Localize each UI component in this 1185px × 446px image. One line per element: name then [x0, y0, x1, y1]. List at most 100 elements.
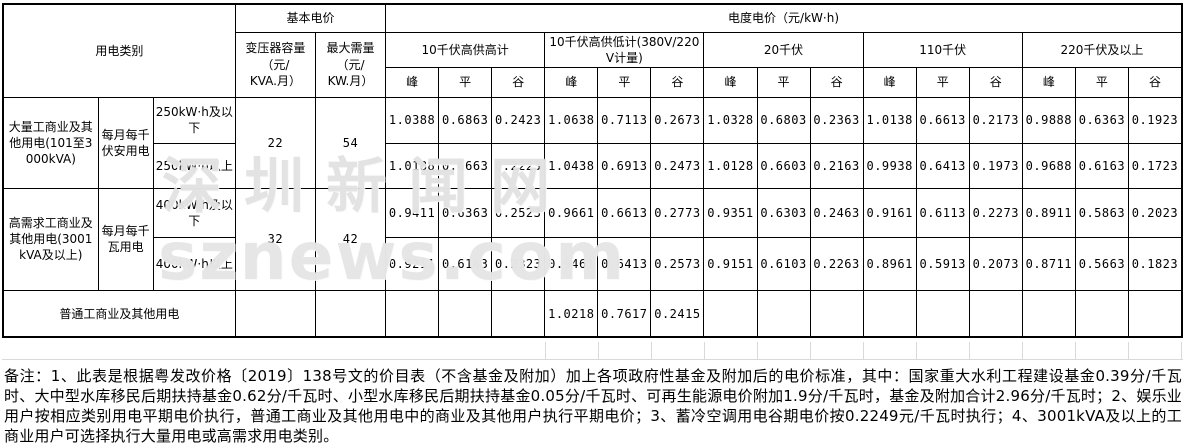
price-cell: 0.8711	[1021, 236, 1076, 291]
price-cell: 0.9351	[703, 187, 758, 238]
category-cell-large-industry: 大量工商业及其他用电(101至3000kVA)	[2, 96, 99, 189]
price-cell: 0.6363	[1074, 96, 1129, 144]
price-cell: 0.8961	[862, 236, 917, 291]
price-cell: 0.5913	[915, 236, 970, 291]
footnote-text: 备注：1、此表是根据粤发改价格〔2019〕138号文的价目表（不含基金及附加）加…	[4, 367, 1182, 445]
period-label-peak: 峰	[544, 66, 599, 98]
table-row: 250kW·h以上 1.0188 0.6663 0.2223 1.0438 0.…	[3, 142, 1183, 189]
header-voltage-group-20kv: 20千伏	[703, 31, 864, 68]
header-voltage-group-10kv-high: 10千伏高供高计	[385, 31, 546, 68]
period-label-valley: 谷	[1127, 66, 1183, 98]
header-voltage-group-10kv-low: 10千伏高供低计(380V/220V计量)	[544, 31, 705, 68]
price-cell: 0.2273	[968, 187, 1023, 238]
tier-cell: 250kW·h以上	[152, 142, 236, 189]
price-cell: 0.2073	[968, 236, 1023, 291]
spreadsheet-gridline-cells	[545, 342, 1183, 359]
price-cell: 0.6613	[915, 96, 970, 144]
header-row-2: 变压器容量 （元/ KVA.月） 最大需量 （元/ KW.月） 10千伏高供高计…	[3, 31, 1183, 98]
electricity-price-table: 用电类别 基本电价 电度电价（元/kW·h) 变压器容量 （元/ KVA.月） …	[2, 3, 1183, 339]
price-cell: 0.2773	[650, 187, 705, 238]
price-cell	[968, 289, 1023, 338]
price-cell: 0.2573	[650, 236, 705, 291]
header-voltage-group-220kv: 220千伏及以上	[1021, 31, 1183, 68]
price-cell	[809, 289, 864, 338]
price-cell: 0.6863	[438, 96, 493, 144]
period-label-peak: 峰	[703, 66, 758, 98]
price-cell: 0.2323	[491, 236, 546, 291]
price-cell: 0.1923	[1127, 96, 1183, 144]
price-cell: 0.8911	[1021, 187, 1076, 238]
tier-cell: 250kW·h及以下	[152, 96, 236, 144]
price-cell	[756, 289, 811, 338]
price-cell	[1127, 289, 1183, 338]
price-cell: 0.9411	[385, 187, 440, 238]
price-cell: 0.6663	[438, 142, 493, 189]
table-row: 普通工商业及其他用电 1.0218 0.7617 0.2415	[2, 289, 1183, 338]
price-cell: 0.6303	[756, 187, 811, 238]
billing-basis-cell: 每月每千伏安用电	[97, 96, 154, 189]
price-cell: 0.9661	[544, 187, 599, 238]
price-cell: 0.9688	[1021, 142, 1076, 189]
period-label-valley: 谷	[968, 66, 1023, 98]
price-cell: 0.2163	[809, 142, 864, 189]
period-label-valley: 谷	[650, 66, 705, 98]
price-cell: 0.2463	[809, 187, 864, 238]
tier-cell: 400kW·h以上	[152, 236, 236, 291]
price-cell: 0.2423	[491, 96, 546, 144]
price-cell: 0.6163	[1074, 142, 1129, 189]
price-cell: 0.6363	[438, 187, 493, 238]
price-cell: 0.2673	[650, 96, 705, 144]
header-max-demand: 最大需量 （元/ KW.月）	[314, 31, 387, 98]
period-label-peak: 峰	[862, 66, 917, 98]
price-cell: 0.6103	[756, 236, 811, 291]
table-row: 大量工商业及其他用电(101至3000kVA) 每月每千伏安用电 250kW·h…	[2, 96, 1183, 189]
header-energy-price-group: 电度电价（元/kW·h)	[385, 3, 1183, 33]
price-cell: 1.0438	[544, 142, 599, 189]
price-cell: 0.6803	[756, 96, 811, 144]
price-cell: 0.2523	[491, 187, 546, 238]
period-label-flat: 平	[597, 66, 652, 98]
price-cell	[862, 289, 917, 338]
price-cell: 1.0388	[385, 96, 440, 144]
price-cell: 0.2173	[968, 96, 1023, 144]
price-cell: 0.5663	[1074, 236, 1129, 291]
price-cell: 0.2363	[809, 96, 864, 144]
transformer-capacity-value	[234, 289, 316, 338]
price-cell: 0.2223	[491, 142, 546, 189]
price-cell: 0.2473	[650, 142, 705, 189]
price-cell: 1.0638	[544, 96, 599, 144]
price-cell: 0.7113	[597, 96, 652, 144]
price-cell	[385, 289, 440, 338]
period-label-valley: 谷	[491, 66, 546, 98]
category-cell-general-commerce: 普通工商业及其他用电	[2, 289, 236, 338]
max-demand-value: 54	[314, 96, 387, 189]
price-cell: 0.6613	[597, 187, 652, 238]
price-cell: 0.6413	[915, 142, 970, 189]
table-row: 400kW·h以上 0.9211 0.6163 0.2323 0.9461 0.…	[3, 236, 1183, 291]
max-demand-value: 42	[314, 187, 387, 291]
price-cell: 0.1723	[1127, 142, 1183, 189]
category-cell-high-demand: 高需求工商业及其他用电(3001kVA及以上)	[2, 187, 99, 291]
period-label-flat: 平	[438, 66, 493, 98]
price-cell: 1.0328	[703, 96, 758, 144]
price-cell	[1074, 289, 1129, 338]
price-cell: 1.0218	[544, 289, 599, 338]
period-label-valley: 谷	[809, 66, 864, 98]
price-cell: 1.0128	[703, 142, 758, 189]
price-cell: 0.9211	[385, 236, 440, 291]
header-basic-price-group: 基本电价	[234, 3, 387, 33]
period-label-flat: 平	[915, 66, 970, 98]
price-cell: 0.2023	[1127, 187, 1183, 238]
period-label-flat: 平	[1074, 66, 1129, 98]
period-label-peak: 峰	[1021, 66, 1076, 98]
price-cell: 0.6413	[597, 236, 652, 291]
price-cell: 0.6603	[756, 142, 811, 189]
price-cell	[1021, 289, 1076, 338]
price-cell: 1.0138	[862, 96, 917, 144]
header-voltage-group-110kv: 110千伏	[862, 31, 1023, 68]
price-cell: 0.9461	[544, 236, 599, 291]
max-demand-value	[314, 289, 387, 338]
price-cell	[438, 289, 493, 338]
price-cell: 0.2263	[809, 236, 864, 291]
price-cell: 0.5863	[1074, 187, 1129, 238]
